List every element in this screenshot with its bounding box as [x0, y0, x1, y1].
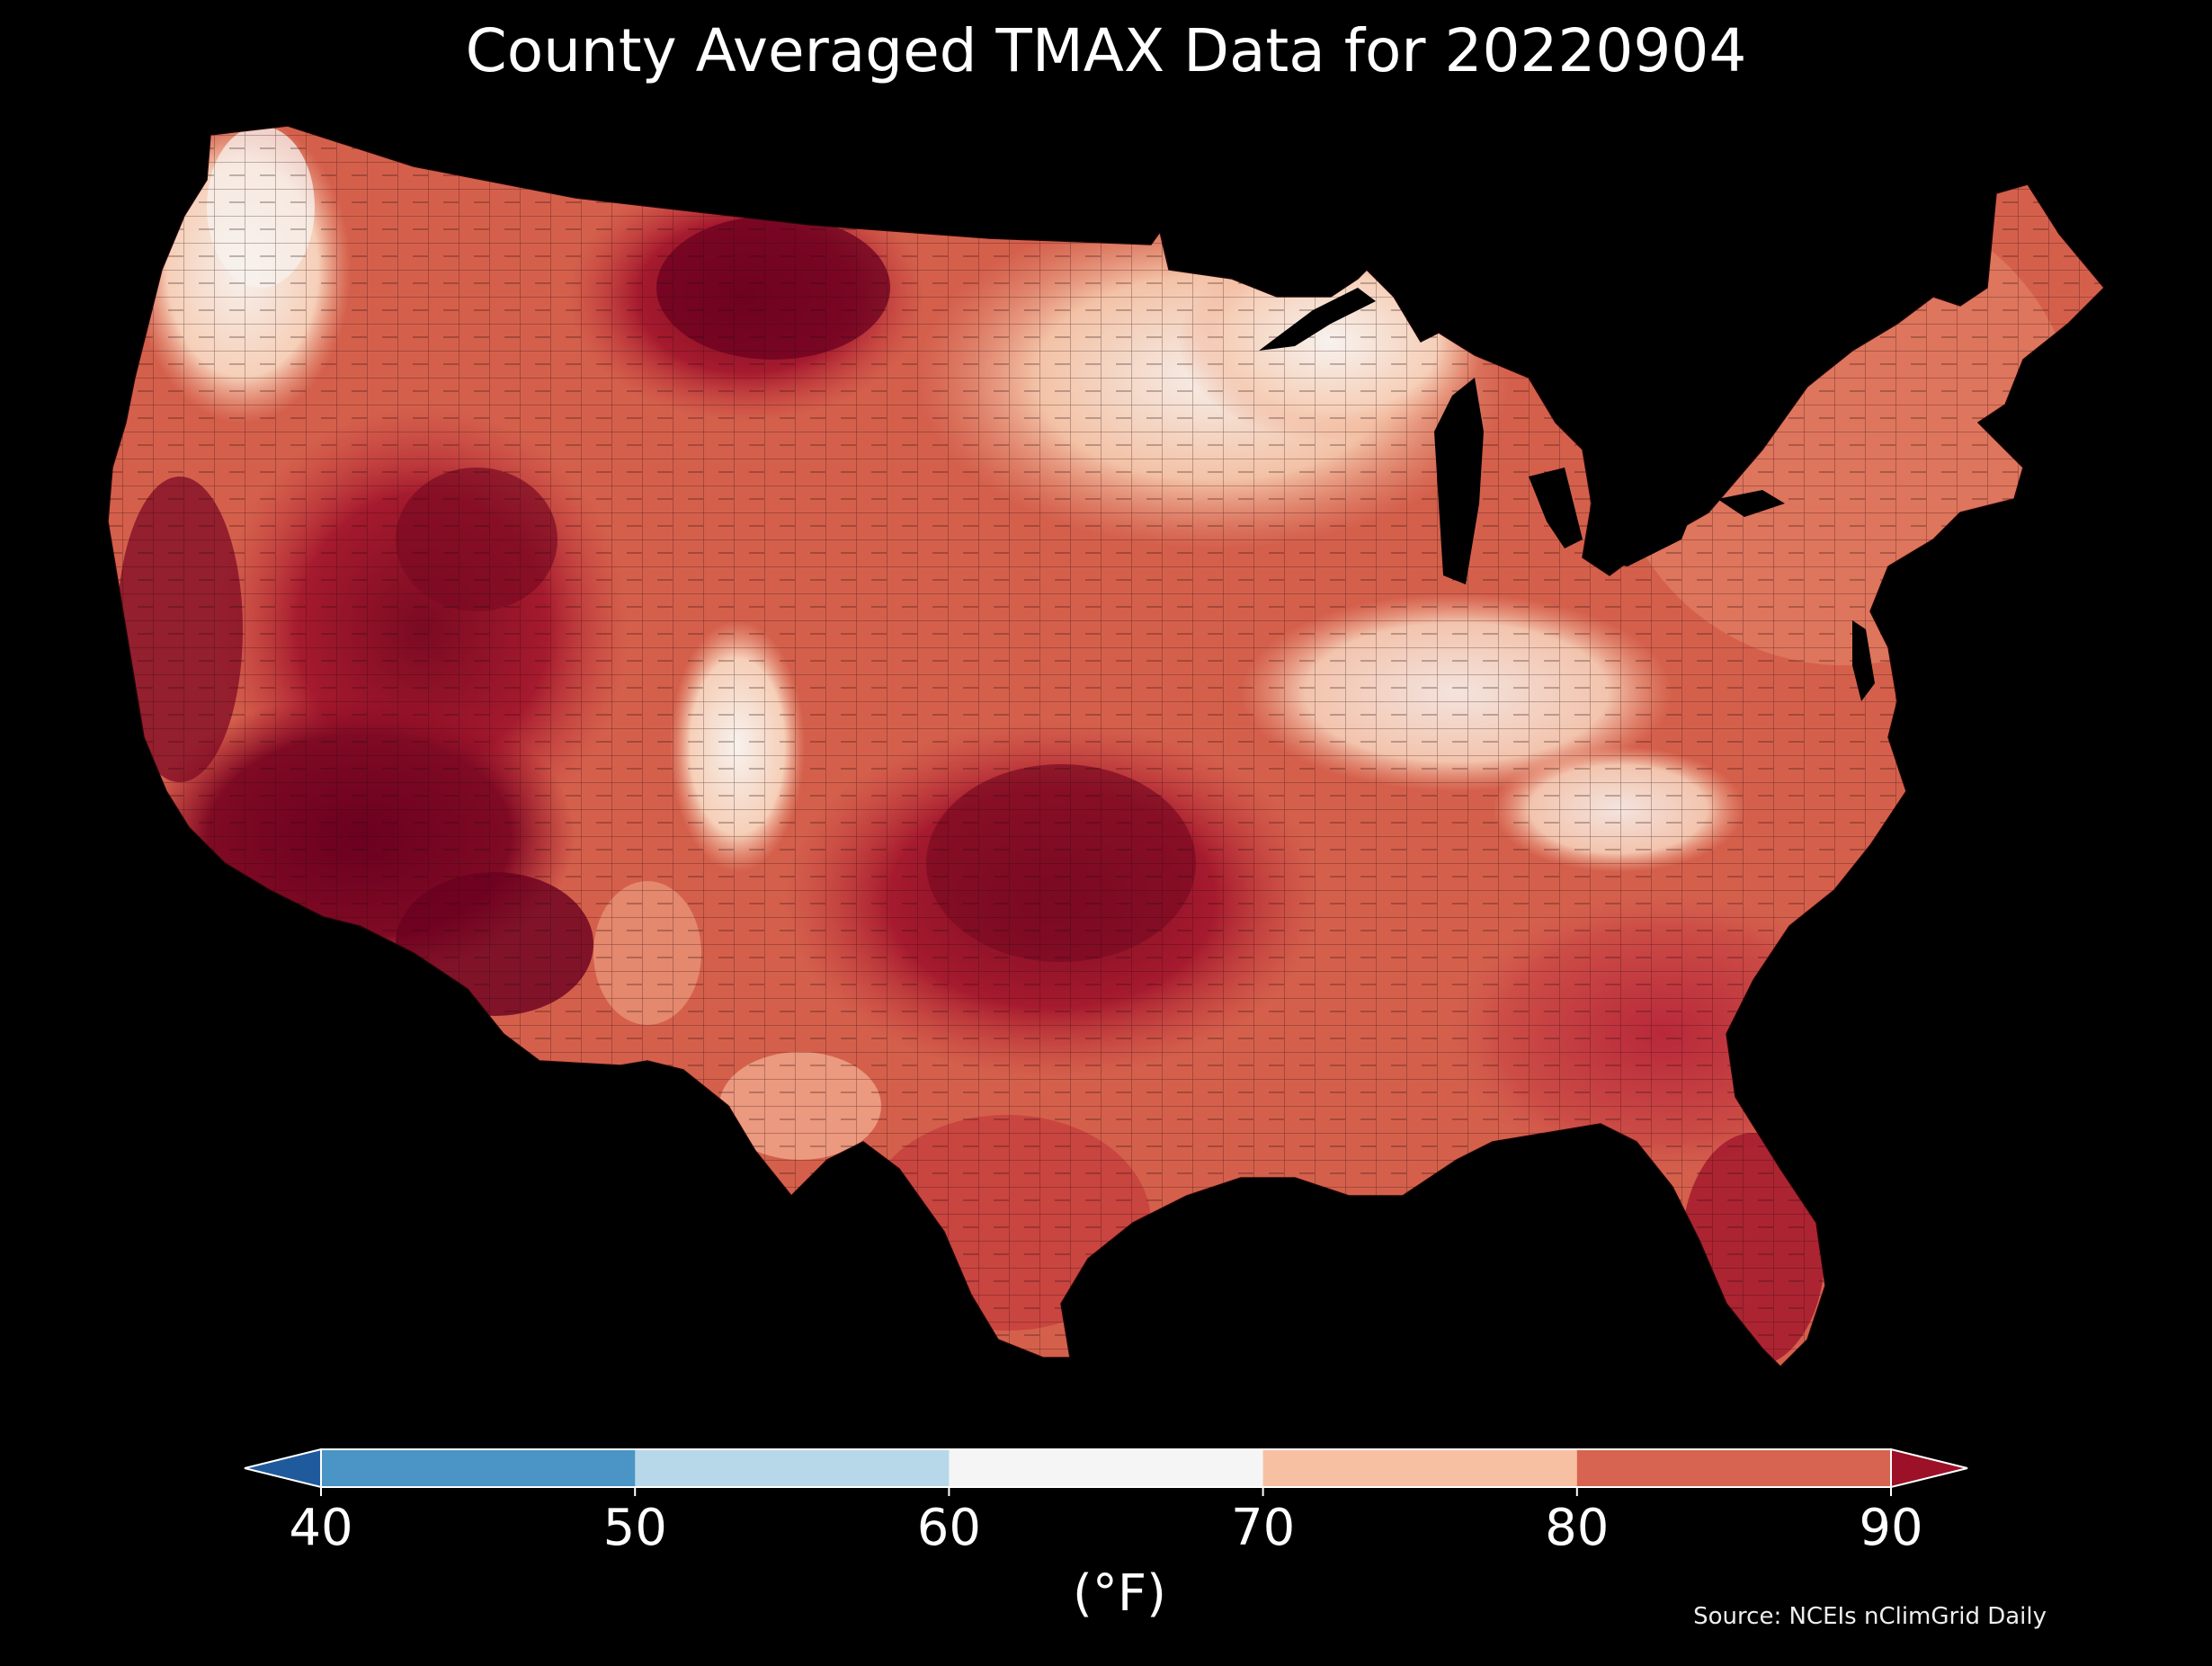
colorbar-tick-label: 80 [1545, 1499, 1609, 1557]
colorbar-bin-70-80 [1262, 1449, 1578, 1487]
colorbar-tick-label: 40 [289, 1499, 352, 1557]
lake-huron [1529, 468, 1583, 548]
colorbar-bin-80-90 [1576, 1449, 1892, 1487]
colorbar-bin-60-70 [949, 1449, 1264, 1487]
colorbar-tick-label: 50 [603, 1499, 667, 1557]
chesapeake-bay [1852, 620, 1875, 701]
map-title: County Averaged TMAX Data for 20220904 [465, 16, 1747, 85]
lake-michigan [1434, 378, 1484, 584]
colorbar-unit-label: (°F) [1073, 1564, 1166, 1623]
colorbar-tick-label: 90 [1859, 1499, 1922, 1557]
us-county-tmax-map [107, 125, 2105, 1368]
colorbar-extend-high-frame [1890, 1448, 1968, 1489]
source-credit: Source: NCEIs nClimGrid Daily [1693, 1603, 2047, 1630]
colorbar-bin-50-60 [635, 1449, 950, 1487]
colorbar-extend-high [1891, 1449, 1967, 1487]
colorbar-extend-low [245, 1449, 321, 1487]
great-lakes [1259, 288, 1875, 701]
lake-erie [1583, 517, 1690, 566]
lake-superior [1259, 288, 1376, 351]
colorbar-extend-low-frame [244, 1448, 322, 1489]
colorbar-tick-label: 70 [1231, 1499, 1295, 1557]
colorbar-tick-label: 60 [917, 1499, 981, 1557]
lake-ontario [1717, 490, 1785, 517]
colorbar-bin-40-50 [321, 1449, 636, 1487]
